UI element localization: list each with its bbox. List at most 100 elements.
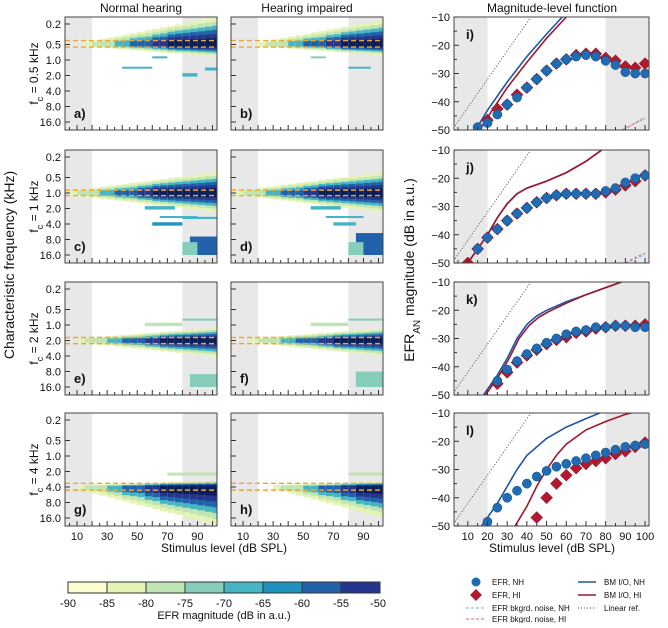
efr-nh-marker <box>512 208 522 219</box>
heatmap-cell <box>318 40 326 47</box>
noise-line-nh <box>621 118 646 130</box>
efr-hi-marker <box>550 477 563 490</box>
heatmap-cell <box>212 485 217 496</box>
legend-item: EFR, NH <box>471 577 524 587</box>
heatmap-blob <box>348 66 371 69</box>
heatmap-cell <box>159 485 168 493</box>
y-tick-label: 16.0 <box>40 513 61 525</box>
efr-hi-marker <box>559 468 573 482</box>
heatmap-cell <box>280 338 289 343</box>
efr-nh-marker <box>502 215 513 226</box>
shaded-region <box>605 413 649 526</box>
efr-nh-marker <box>581 453 591 464</box>
heatmap-panel-a: 0.2 0.5 1.0 2.0 4.0 8.0 16.0 a) <box>40 16 218 131</box>
efr-nh-marker <box>610 183 621 193</box>
efr-nh-marker <box>492 224 503 234</box>
heatmap-cell <box>144 485 153 493</box>
colorbar-tick-label: -70 <box>216 598 232 610</box>
heatmap-cell <box>355 188 364 197</box>
panel-label: i) <box>466 27 474 42</box>
efr-nh-marker <box>640 322 649 333</box>
y-tick-label: −10 <box>431 12 450 24</box>
panel-label: h) <box>240 502 252 517</box>
heatmap-cell <box>122 189 130 196</box>
x-tick-label: 90 <box>357 531 369 543</box>
efr-hi-marker-icon <box>470 589 482 601</box>
panel-frame <box>230 281 384 396</box>
y-tick-label: 4.0 <box>46 219 61 231</box>
colorbar-tick-label: -55 <box>333 598 349 610</box>
heatmap-cell <box>114 40 123 47</box>
y-tick-label: 0.5 <box>46 39 61 51</box>
heatmap-blob <box>182 73 198 77</box>
efr-nh-marker <box>522 82 532 93</box>
colorbar-segment <box>263 582 302 593</box>
row-label-f: f <box>27 101 41 105</box>
efr-nh-marker <box>551 190 562 201</box>
x-tick-label: 90 <box>619 531 631 543</box>
shaded-region <box>231 17 259 130</box>
y-tick-label: 0.2 <box>46 284 61 296</box>
y-tick-label: −50 <box>431 390 450 402</box>
efr-hi-marker <box>540 491 553 505</box>
efr-nh-marker <box>630 173 641 184</box>
efr-nh-marker <box>522 349 532 359</box>
heatmap-cell <box>355 485 364 493</box>
x-tick-label: 20 <box>481 531 493 543</box>
heatmap-cell <box>77 191 85 195</box>
legend-item: BM I/O, NH <box>578 578 645 587</box>
y-tick-label: −20 <box>431 173 450 185</box>
efr-nh-marker <box>610 320 621 331</box>
heatmap-cell <box>273 338 281 344</box>
y-tick-label: 0.2 <box>46 19 61 31</box>
heatmap-blob <box>182 242 198 255</box>
heatmap-blob <box>182 318 217 321</box>
heatmap-cell <box>152 189 160 196</box>
heatmap-cell <box>310 338 319 344</box>
y-tick-label: 0.5 <box>46 172 61 184</box>
efr-nh-marker <box>561 188 572 199</box>
y-tick-label: 16.0 <box>40 382 61 394</box>
heatmap-cell <box>250 338 259 343</box>
x-tick-label: 70 <box>327 531 339 543</box>
heatmap-cell <box>235 190 244 196</box>
efr-nh-marker <box>551 58 562 69</box>
row-label-fc: fc = 4 kHz <box>27 443 45 495</box>
heatmap-cell <box>318 189 326 196</box>
heatmap-cell <box>378 38 383 47</box>
efr-nh-marker <box>600 186 611 196</box>
colorbar-segment <box>185 582 224 593</box>
legend-label: EFR, HI <box>492 591 520 600</box>
heatmap-cell <box>84 190 93 196</box>
heatmap-cell <box>92 338 100 343</box>
heatmap-cell <box>265 190 274 196</box>
row-label-f: f <box>27 361 41 365</box>
title-normal-hearing: Normal hearing <box>100 1 182 15</box>
heatmap-cell <box>84 41 93 47</box>
heatmap-cell <box>310 40 319 47</box>
shaded-region <box>65 17 93 130</box>
shaded-region <box>231 150 259 263</box>
efr-nh-marker <box>571 51 581 62</box>
panel-label: c) <box>74 239 86 254</box>
y-tick-label: −30 <box>431 465 450 477</box>
efr-nh-marker <box>492 502 503 513</box>
legend-item: EFR, HI <box>470 589 520 601</box>
legend-item: Linear ref. <box>578 604 640 613</box>
bm-io-line-hi <box>478 17 567 130</box>
heatmap-cell <box>204 337 213 345</box>
heatmap-cell <box>355 338 364 344</box>
heatmap-cell <box>129 485 138 493</box>
heatmap-cell <box>84 485 93 490</box>
heatmap-cell <box>370 337 379 344</box>
heatmap-cell <box>348 189 356 197</box>
shaded-region <box>605 282 649 395</box>
heatmap-cell <box>258 41 266 47</box>
heatmap-blob <box>144 322 183 327</box>
efr-nh-marker <box>620 67 631 77</box>
x-tick-label: 10 <box>71 531 83 543</box>
heatmap-content <box>65 282 217 395</box>
efr-nh-marker <box>620 320 631 331</box>
heatmap-cell <box>182 338 190 344</box>
heatmap-panel-b: b) <box>230 16 384 131</box>
